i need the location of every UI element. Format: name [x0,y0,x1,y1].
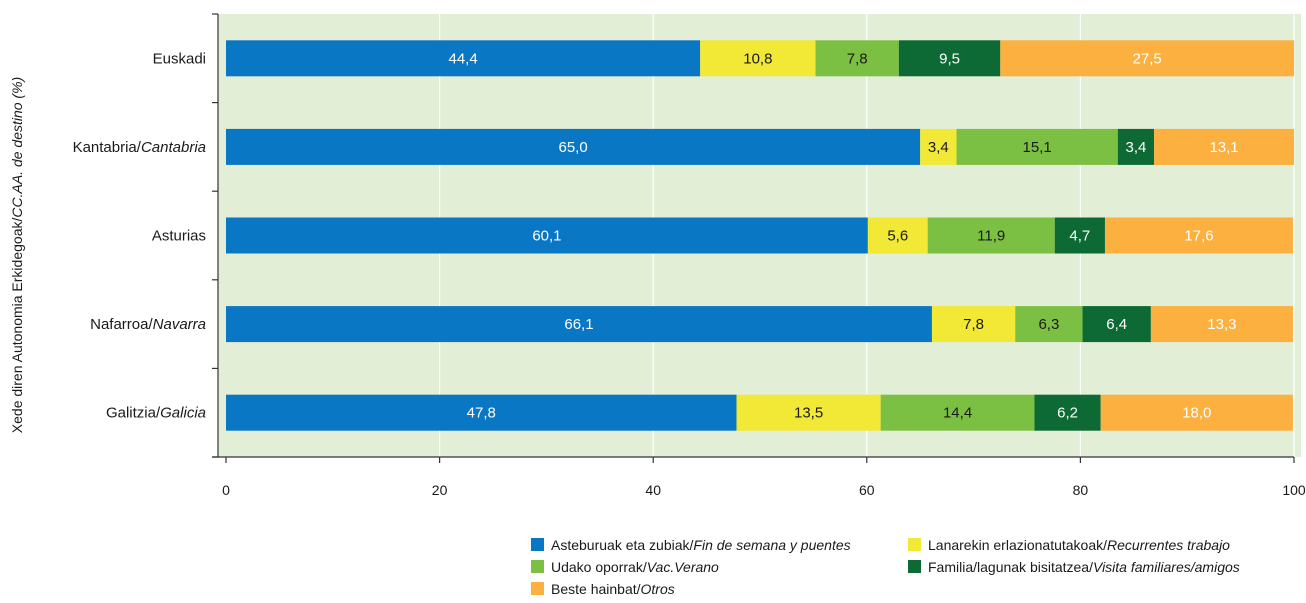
data-label: 7,8 [963,316,984,333]
legend-label-italic: Fin de semana y puentes [693,537,851,553]
legend-label: Lanarekin erlazionatutakoak/ [928,537,1108,553]
y-axis-title-main: Xede diren Autonomia Erkidegoak/ [9,218,25,434]
bar-segment [1104,217,1293,254]
x-tick-label: 100 [1282,482,1306,498]
x-tick-label: 80 [1073,482,1089,498]
data-label: 27,5 [1133,50,1162,67]
data-label: 7,8 [847,50,868,67]
data-label: 65,0 [558,139,587,156]
bar-segment [226,128,921,165]
data-label: 60,1 [532,228,561,245]
legend-label: Udako oporrak/ [551,559,647,575]
legend-swatch [531,582,544,595]
data-label: 47,8 [467,405,496,422]
legend-item: Lanarekin erlazionatutakoak/Recurrentes … [908,535,1230,555]
bar-segment [867,217,928,254]
bar-segment [736,394,881,431]
data-label: 44,4 [448,50,477,67]
data-label: 13,5 [794,405,823,422]
data-label: 66,1 [564,316,593,333]
data-label: 13,3 [1207,316,1236,333]
category-label: Euskadi [153,50,206,67]
legend-swatch [531,560,544,573]
data-label: 4,7 [1069,228,1090,245]
bar-segment [1150,306,1293,343]
data-label: 11,9 [977,228,1005,245]
legend-label-italic: Otros [640,581,675,597]
bar-segment [226,217,868,254]
bar-segment [815,40,899,77]
bar-segment [1082,306,1151,343]
data-label: 13,1 [1209,139,1238,156]
x-tick-label: 40 [645,482,661,498]
x-tick-labels: 0 20 40 60 80 100 [222,482,1306,498]
bar-segment [1000,40,1294,77]
legend-label: Asteburuak eta zubiak/ [551,537,694,553]
legend: Asteburuak eta zubiak/Fin de semana y pu… [531,535,1301,601]
legend-label-italic: Vac.Verano [646,559,719,575]
legend-label: Beste hainbat/ [551,581,641,597]
axes [212,13,1295,463]
bar-segment [1154,128,1294,165]
bar-segment [700,40,816,77]
category-label: Galitzia/Galicia [106,405,206,422]
bar-segment [880,394,1035,431]
bar-segment [1015,306,1083,343]
legend-item: Asteburuak eta zubiak/Fin de semana y pu… [531,535,851,555]
legend-swatch [908,560,921,573]
bar-segment [956,128,1118,165]
legend-item: Udako oporrak/Vac.Verano [531,557,719,577]
bar-segment [226,40,701,77]
data-label: 15,1 [1023,139,1052,156]
category-label: Nafarroa/Navarra [90,316,206,333]
data-label: 3,4 [928,139,949,156]
legend-swatch [531,538,544,551]
category-label: Asturias [152,228,206,245]
x-tick-label: 0 [222,482,230,498]
category-labels: Euskadi Kantabria/Cantabria Asturias Nafarr… [73,50,206,421]
x-tick-label: 20 [432,482,448,498]
data-label: 6,3 [1038,316,1059,333]
data-label: 6,2 [1057,405,1078,422]
bars: 44,4 10,8 7,8 9,5 27,5 65,0 3,4 15,1 3,4 13,1 60,1… [226,40,1294,431]
data-label: 9,5 [939,50,960,67]
data-label: 14,4 [943,405,972,422]
bar-segment [226,306,932,343]
bar-segment [1034,394,1101,431]
bar-segment [927,217,1055,254]
x-tick-label: 60 [859,482,875,498]
data-label: 18,0 [1182,405,1211,422]
bar-segment [1054,217,1105,254]
legend-label-italic: Visita familiares/amigos [1092,559,1240,575]
data-label: 5,6 [887,228,908,245]
y-axis-title-italic: CC.AA. de destino (%) [9,77,25,218]
data-label: 3,4 [1126,139,1147,156]
y-axis-title: Xede diren Autonomia Erkidegoak/CC.AA. d… [9,77,25,433]
data-label: 10,8 [743,50,772,67]
category-label: Kantabria/Cantabria [73,139,206,156]
bar-segment [931,306,1016,343]
bar-segment [226,394,737,431]
data-label: 6,4 [1106,316,1127,333]
legend-label-italic: Recurrentes trabajo [1107,537,1230,553]
data-label: 17,6 [1184,228,1213,245]
bar-segment [1117,128,1155,165]
bar-segment [898,40,1001,77]
legend-label: Familia/lagunak bisitatzea/ [928,559,1093,575]
legend-item: Familia/lagunak bisitatzea/Visita famili… [908,557,1240,577]
bar-segment [1100,394,1293,431]
legend-swatch [908,538,921,551]
legend-item: Beste hainbat/Otros [531,579,675,599]
bar-segment [920,128,957,165]
